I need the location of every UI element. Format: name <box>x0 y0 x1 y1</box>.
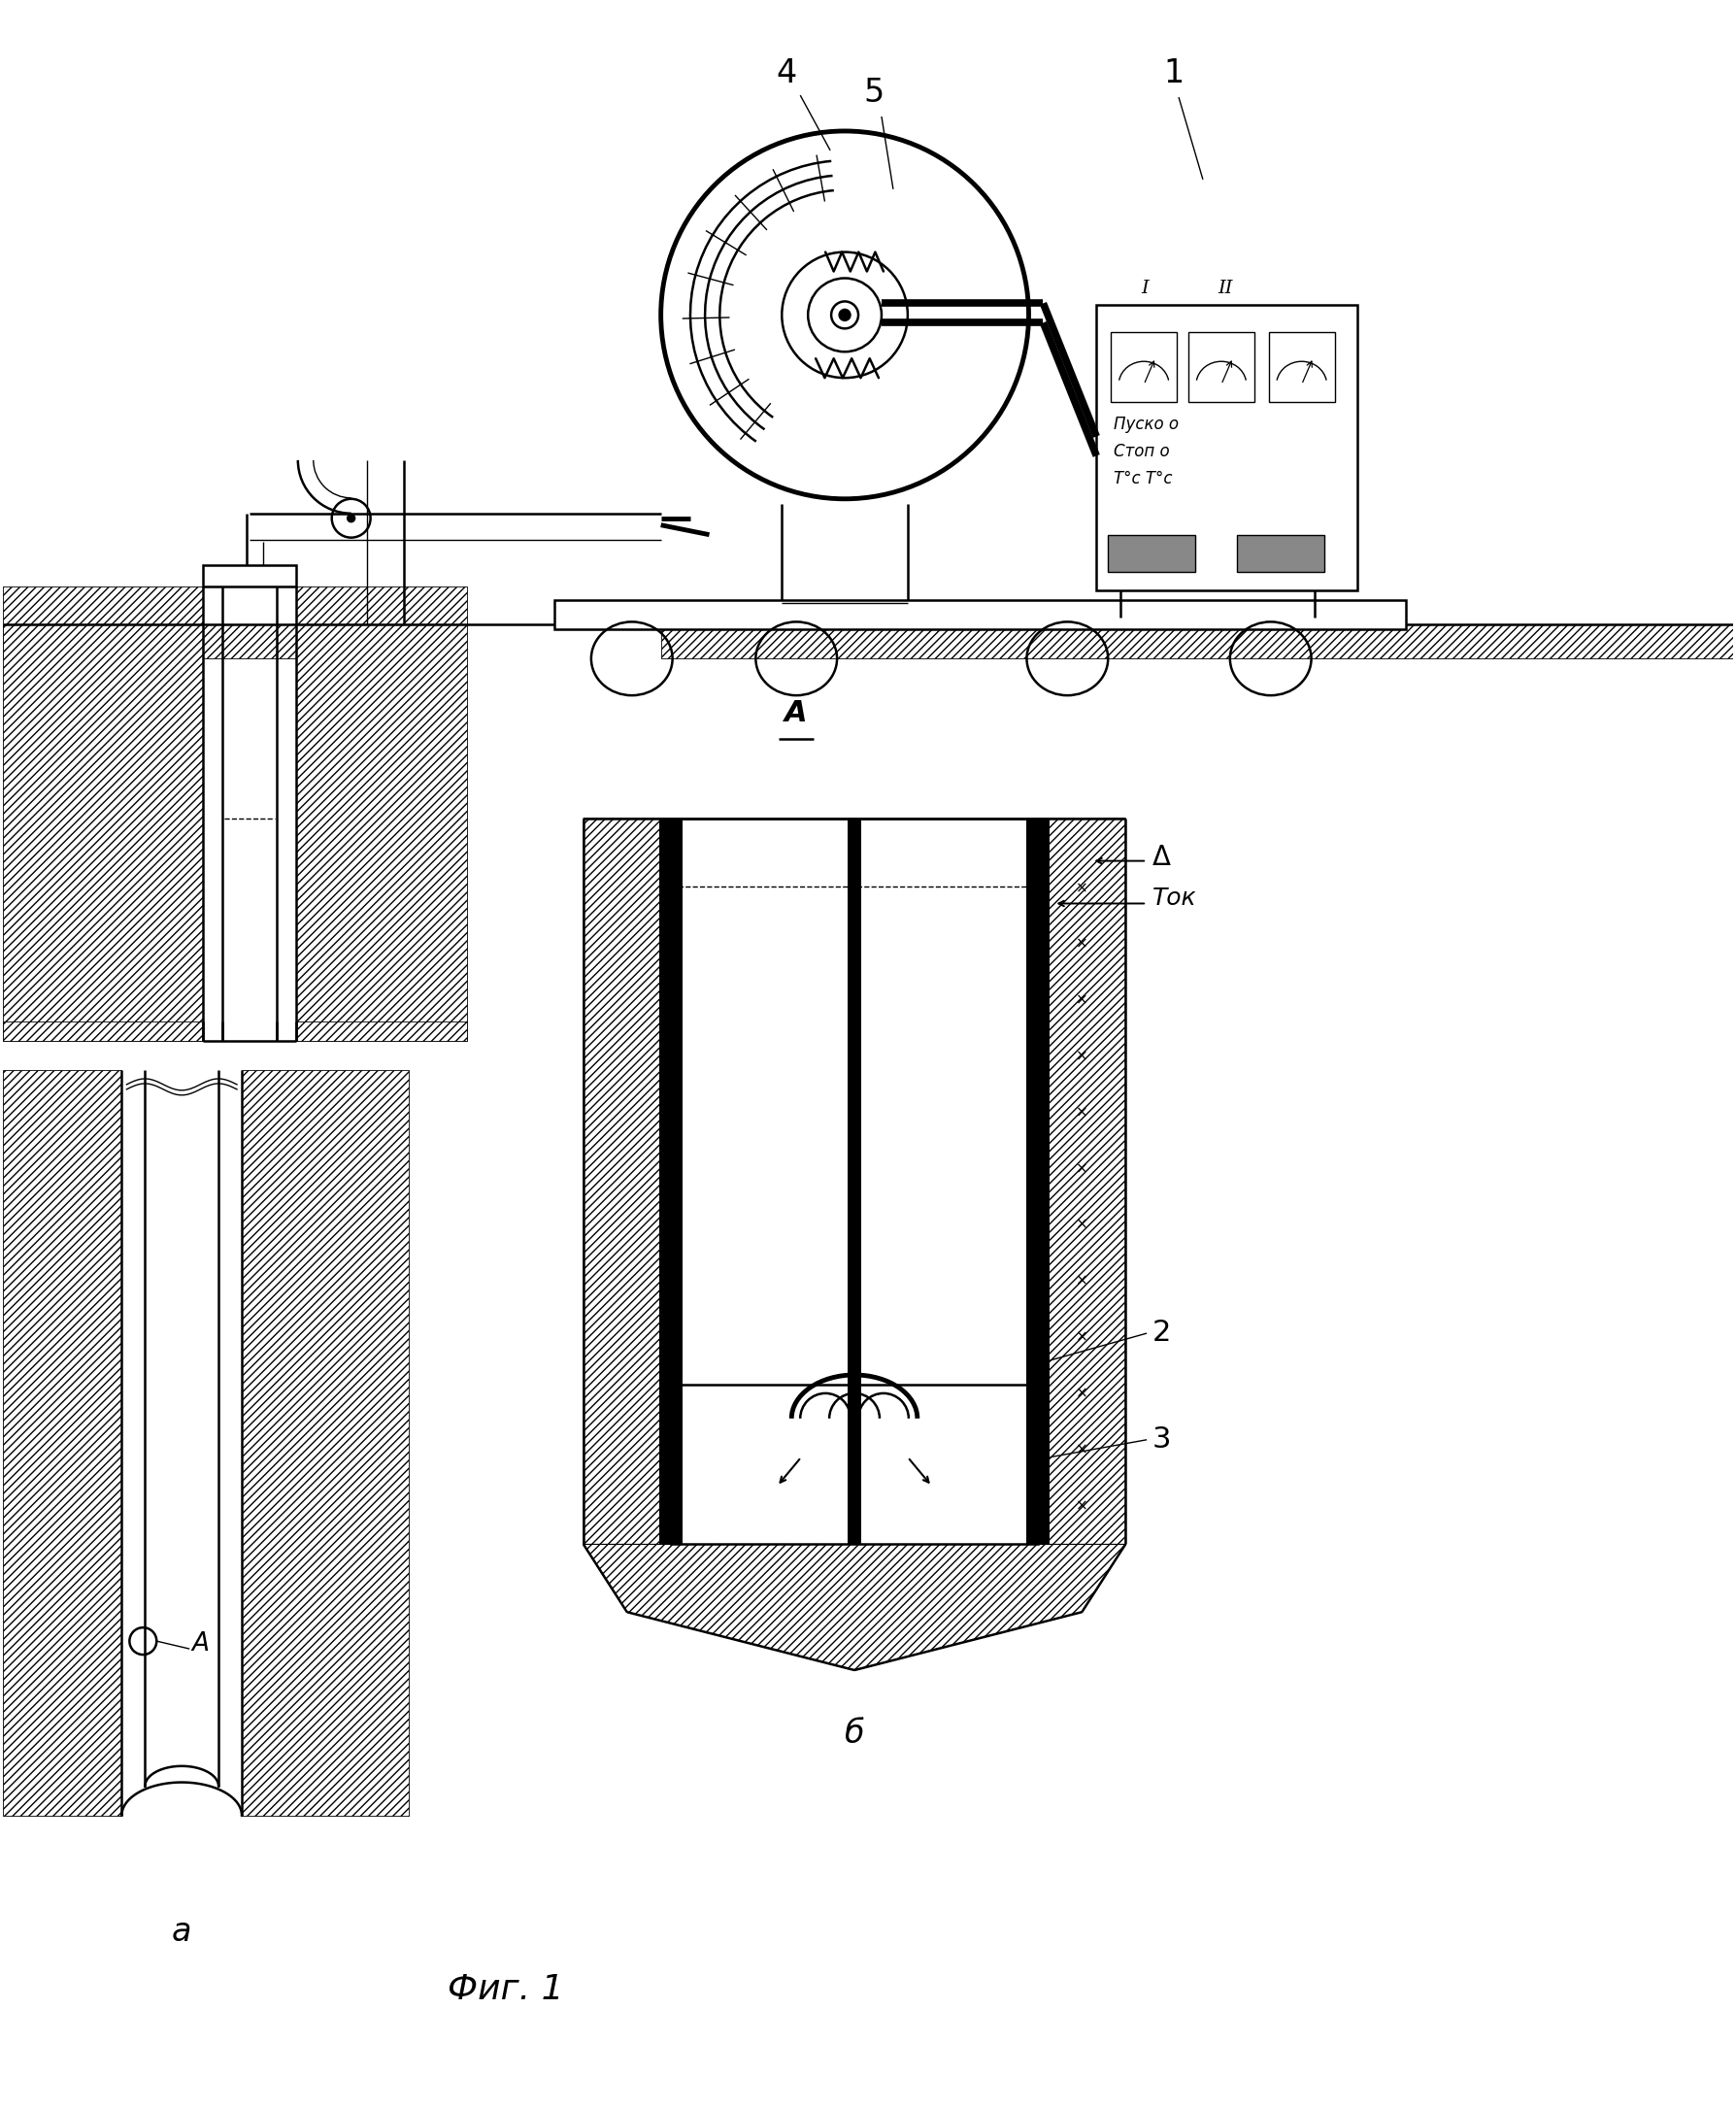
Text: I: I <box>1141 280 1149 297</box>
Text: 5: 5 <box>863 76 884 110</box>
Bar <box>847 818 861 1544</box>
Text: ×: × <box>1076 936 1088 951</box>
Bar <box>554 601 1406 631</box>
Bar <box>670 818 1038 1544</box>
Text: ×: × <box>1076 882 1088 896</box>
Text: ×: × <box>1076 1162 1088 1177</box>
Text: ×: × <box>1076 1497 1088 1512</box>
Bar <box>1189 333 1253 403</box>
Text: ×: × <box>1076 993 1088 1008</box>
Text: 2: 2 <box>1153 1318 1172 1348</box>
Text: Δ: Δ <box>1153 844 1172 871</box>
Text: ×: × <box>1076 1048 1088 1063</box>
Polygon shape <box>3 1021 203 1042</box>
Polygon shape <box>3 624 323 658</box>
Polygon shape <box>241 1069 410 1816</box>
Polygon shape <box>661 624 1733 658</box>
Text: ×: × <box>1076 1331 1088 1343</box>
Bar <box>1026 818 1050 1544</box>
Bar <box>1108 536 1194 572</box>
Text: 3: 3 <box>1153 1426 1172 1453</box>
Text: Т°с Т°с: Т°с Т°с <box>1115 470 1172 487</box>
Text: Ток: Ток <box>1153 888 1196 911</box>
Bar <box>1236 536 1325 572</box>
Circle shape <box>838 310 851 321</box>
Bar <box>660 818 682 1544</box>
Text: ×: × <box>1076 1443 1088 1457</box>
Text: ×: × <box>1076 1274 1088 1289</box>
Text: Пуско о: Пуско о <box>1115 415 1179 432</box>
Text: ×: × <box>1076 1217 1088 1232</box>
Text: Фиг. 1: Фиг. 1 <box>448 1974 564 2006</box>
Polygon shape <box>583 1544 1125 1670</box>
Text: II: II <box>1217 280 1233 297</box>
Text: А: А <box>785 700 807 728</box>
Text: ×: × <box>1076 1105 1088 1120</box>
Bar <box>203 565 295 586</box>
Text: 1: 1 <box>1163 57 1184 89</box>
Bar <box>1111 333 1177 403</box>
Polygon shape <box>583 818 670 1611</box>
Polygon shape <box>1038 818 1125 1611</box>
Text: ×: × <box>1076 1386 1088 1400</box>
Text: А: А <box>191 1632 208 1656</box>
Text: а: а <box>172 1915 191 1949</box>
Polygon shape <box>295 1021 467 1042</box>
Text: Стоп о: Стоп о <box>1115 443 1170 460</box>
Polygon shape <box>295 586 467 1042</box>
Bar <box>1097 306 1358 591</box>
Polygon shape <box>3 586 203 1042</box>
Text: б: б <box>844 1717 865 1750</box>
Circle shape <box>347 515 356 523</box>
Polygon shape <box>3 1069 122 1816</box>
Bar <box>1269 333 1335 403</box>
Text: 4: 4 <box>776 57 797 89</box>
